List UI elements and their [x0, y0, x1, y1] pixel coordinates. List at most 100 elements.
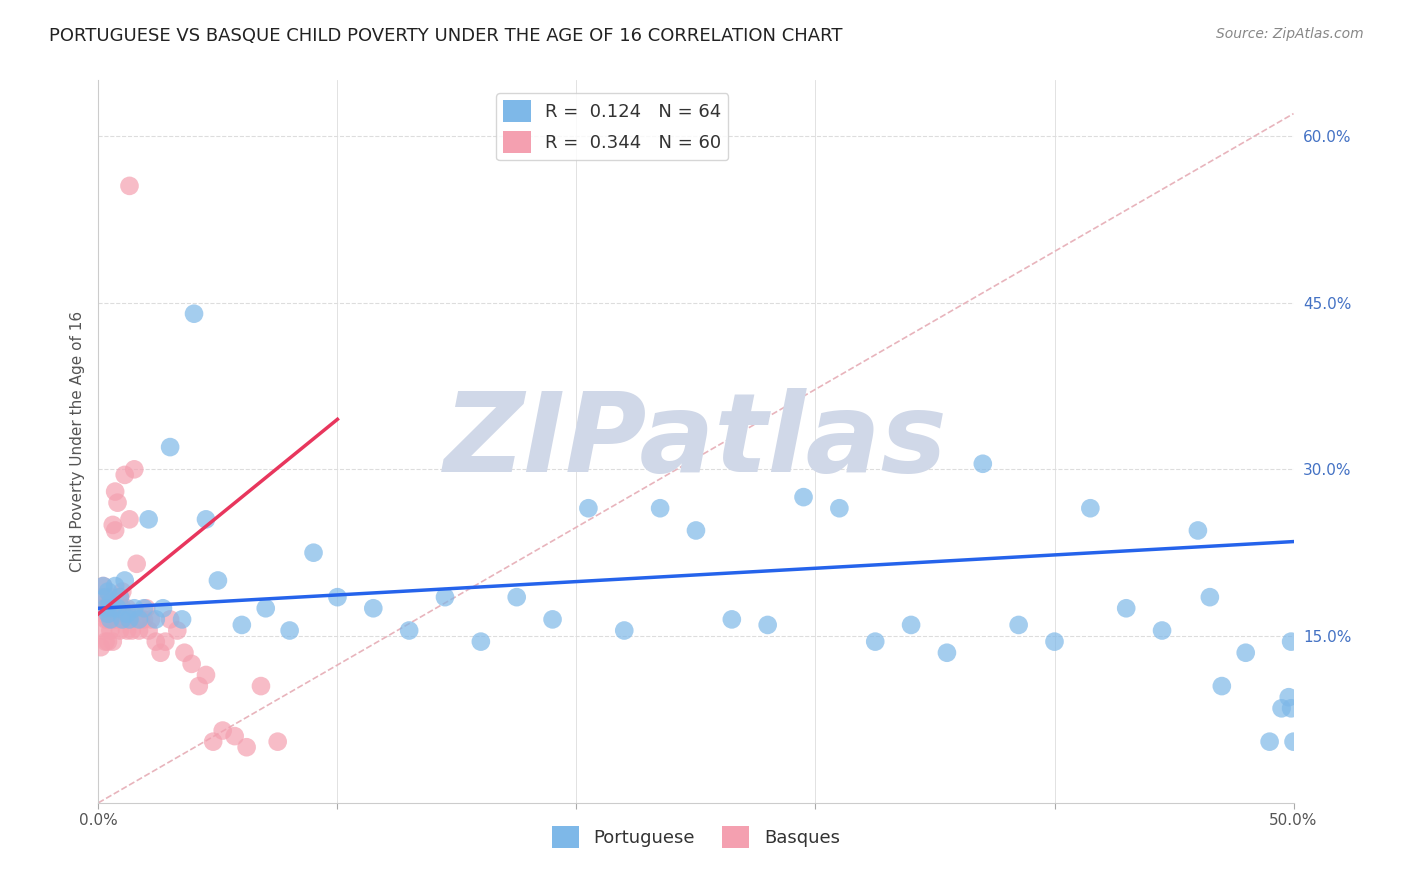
- Point: [159, 612, 181, 626]
- Point: [118, 612, 141, 626]
- Point: [135, 601, 157, 615]
- Point: [128, 612, 150, 626]
- Point: [470, 634, 492, 648]
- Point: [107, 601, 129, 615]
- Point: [132, 612, 155, 626]
- Point: [139, 612, 162, 626]
- Point: [211, 723, 233, 738]
- Point: [302, 546, 325, 560]
- Point: [101, 634, 124, 648]
- Point: [865, 634, 887, 648]
- Point: [94, 596, 117, 610]
- Point: [98, 612, 122, 626]
- Point: [326, 590, 349, 604]
- Point: [172, 612, 194, 626]
- Legend: Portuguese, Basques: Portuguese, Basques: [546, 819, 846, 855]
- Point: [149, 646, 172, 660]
- Point: [90, 590, 112, 604]
- Point: [97, 601, 120, 615]
- Point: [166, 624, 188, 638]
- Point: [250, 679, 273, 693]
- Point: [90, 601, 112, 615]
- Point: [91, 607, 114, 621]
- Point: [1080, 501, 1102, 516]
- Point: [98, 590, 122, 604]
- Point: [131, 612, 153, 626]
- Point: [108, 612, 131, 626]
- Point: [101, 601, 124, 615]
- Point: [267, 734, 290, 748]
- Point: [107, 601, 129, 615]
- Point: [111, 612, 134, 626]
- Point: [207, 574, 229, 588]
- Point: [231, 618, 253, 632]
- Point: [278, 624, 301, 638]
- Point: [118, 178, 141, 193]
- Point: [578, 501, 600, 516]
- Point: [1234, 646, 1257, 660]
- Point: [124, 462, 146, 476]
- Point: [124, 607, 146, 621]
- Point: [202, 734, 225, 748]
- Point: [155, 634, 177, 648]
- Point: [363, 601, 385, 615]
- Point: [648, 501, 672, 516]
- Point: [152, 601, 174, 615]
- Point: [195, 512, 218, 526]
- Point: [1282, 734, 1305, 748]
- Point: [114, 467, 136, 482]
- Point: [108, 590, 131, 604]
- Point: [756, 618, 779, 632]
- Point: [180, 657, 202, 671]
- Point: [107, 496, 129, 510]
- Point: [1279, 701, 1302, 715]
- Point: [685, 524, 707, 538]
- Point: [98, 596, 122, 610]
- Point: [118, 512, 141, 526]
- Point: [173, 646, 195, 660]
- Point: [104, 524, 127, 538]
- Point: [94, 601, 117, 615]
- Point: [1008, 618, 1031, 632]
- Point: [97, 612, 120, 626]
- Point: [398, 624, 420, 638]
- Point: [183, 307, 205, 321]
- Point: [828, 501, 851, 516]
- Point: [111, 601, 134, 615]
- Point: [91, 624, 114, 638]
- Point: [1115, 601, 1137, 615]
- Point: [145, 634, 167, 648]
- Point: [115, 601, 138, 615]
- Point: [721, 612, 744, 626]
- Point: [1043, 634, 1066, 648]
- Point: [94, 601, 117, 615]
- Point: [1199, 590, 1222, 604]
- Point: [118, 612, 141, 626]
- Point: [138, 624, 160, 638]
- Point: [97, 634, 120, 648]
- Point: [104, 484, 127, 499]
- Point: [90, 640, 112, 655]
- Point: [613, 624, 636, 638]
- Point: [94, 634, 117, 648]
- Point: [1279, 634, 1302, 648]
- Point: [104, 579, 127, 593]
- Point: [98, 624, 122, 638]
- Text: ZIPatlas: ZIPatlas: [444, 388, 948, 495]
- Point: [98, 601, 122, 615]
- Point: [115, 624, 138, 638]
- Point: [91, 579, 114, 593]
- Point: [114, 612, 136, 626]
- Point: [108, 590, 131, 604]
- Text: PORTUGUESE VS BASQUE CHILD POVERTY UNDER THE AGE OF 16 CORRELATION CHART: PORTUGUESE VS BASQUE CHILD POVERTY UNDER…: [49, 27, 842, 45]
- Point: [104, 612, 127, 626]
- Point: [195, 668, 218, 682]
- Point: [121, 624, 143, 638]
- Point: [101, 612, 124, 626]
- Point: [124, 601, 146, 615]
- Point: [1152, 624, 1174, 638]
- Point: [97, 607, 120, 621]
- Point: [101, 517, 124, 532]
- Point: [108, 624, 131, 638]
- Point: [187, 679, 209, 693]
